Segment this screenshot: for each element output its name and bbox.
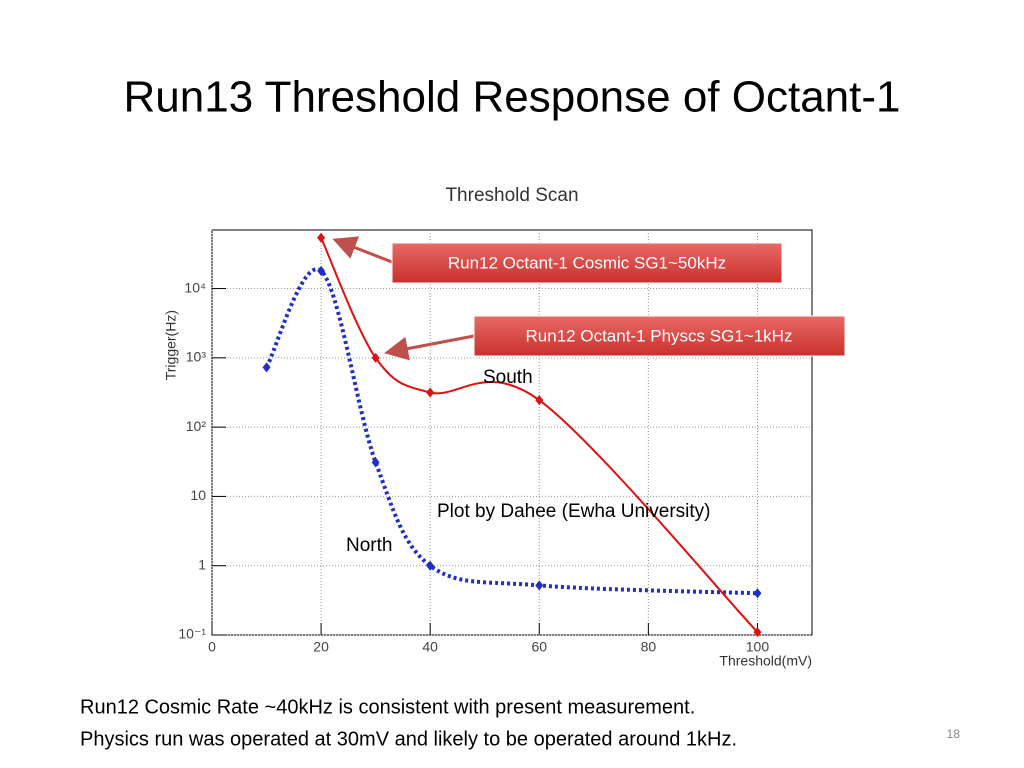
series-line: [320, 237, 759, 633]
y-tick-label: 10: [190, 487, 206, 503]
callout-text: Run12 Octant-1 Cosmic SG1~50kHz: [448, 253, 726, 272]
x-tick-label: 80: [641, 639, 657, 655]
point: [317, 265, 326, 276]
y-tick-label: 10⁻¹: [178, 626, 206, 642]
slide-title: Run13 Threshold Response of Octant-1: [124, 73, 901, 122]
point: [753, 588, 762, 599]
page-number: 18: [947, 727, 961, 741]
credit: Plot by Dahee (Ewha University): [437, 501, 711, 522]
x-tick-label: 20: [313, 639, 329, 655]
x-tick-label: 40: [422, 639, 438, 655]
point: [371, 457, 380, 468]
point: [753, 627, 762, 638]
x-tick-label: 0: [208, 639, 216, 655]
y-axis-label: Trigger(Hz): [163, 310, 179, 380]
series-label: North: [346, 535, 392, 556]
y-tick-label: 10⁴: [184, 279, 206, 295]
point: [317, 232, 326, 243]
callout: Run12 Octant-1 Cosmic SG1~50kHz: [332, 236, 783, 284]
series-label: South: [483, 367, 533, 388]
callout: Run12 Octant-1 Physcs SG1~1kHz: [384, 315, 846, 361]
callout-box: [473, 315, 846, 357]
y-tick-label: 10³: [186, 349, 207, 365]
note: Physics run was operated at 30mV and lik…: [80, 728, 737, 750]
plot-frame: [211, 229, 813, 636]
x-axis-label: Threshold(mV): [719, 653, 812, 669]
x-tick-label: 60: [531, 639, 547, 655]
x-tick-label: 100: [746, 639, 770, 655]
point: [426, 387, 435, 398]
arrow: [384, 334, 475, 361]
callout-box: [391, 242, 783, 284]
arrow: [332, 236, 393, 264]
point: [262, 362, 271, 373]
y-tick-label: 1: [198, 556, 206, 572]
point: [426, 560, 435, 571]
y-tick-label: 10²: [186, 418, 207, 434]
note: Run12 Cosmic Rate ~40kHz is consistent w…: [80, 696, 695, 718]
point: [535, 580, 544, 591]
callout-text: Run12 Octant-1 Physcs SG1~1kHz: [526, 326, 793, 345]
point: [535, 395, 544, 406]
chart-title: Threshold Scan: [445, 185, 578, 206]
point: [371, 352, 380, 363]
